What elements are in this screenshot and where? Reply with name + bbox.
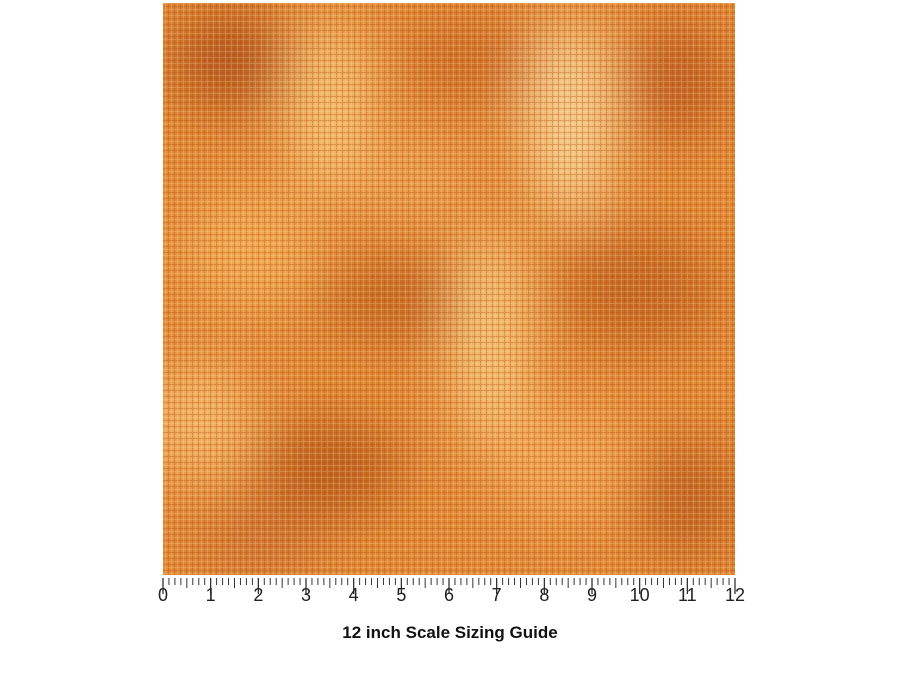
ruler-label: 4 <box>349 585 359 605</box>
texture <box>163 3 735 575</box>
ruler-label: 2 <box>253 585 263 605</box>
ruler-label: 12 <box>725 585 745 605</box>
ruler-label: 8 <box>539 585 549 605</box>
ruler-label: 0 <box>158 585 168 605</box>
ruler-label: 11 <box>678 585 697 605</box>
ruler-label: 9 <box>587 585 597 605</box>
ruler: 0 1 2 3 4 5 6 7 8 9 10 11 12 <box>158 578 745 605</box>
ruler-label: 5 <box>396 585 406 605</box>
ruler-label: 10 <box>630 585 650 605</box>
caption: 12 inch Scale Sizing Guide <box>342 623 557 642</box>
ruler-label: 1 <box>206 585 216 605</box>
ruler-label: 3 <box>301 585 311 605</box>
ruler-label: 6 <box>444 585 454 605</box>
ruler-label: 7 <box>492 585 502 605</box>
